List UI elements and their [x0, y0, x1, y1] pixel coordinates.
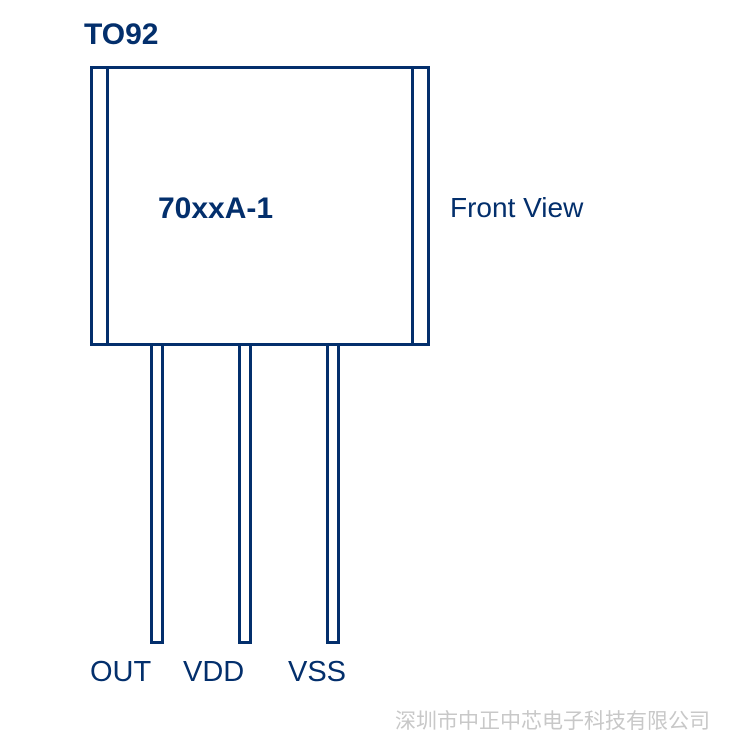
package-title: TO92 [84, 18, 159, 52]
diagram-container: { "colors": { "stroke": "#032f6c", "text… [0, 0, 740, 736]
package-inner-right-line [411, 66, 414, 346]
package-inner-left-line [106, 66, 109, 346]
pin-out [150, 346, 164, 644]
pin-label-vdd: VDD [183, 656, 244, 689]
pin-vdd [238, 346, 252, 644]
watermark-text: 深圳市中正中芯电子科技有限公司 [395, 705, 710, 735]
front-view-label: Front View [450, 192, 583, 224]
pin-vss [326, 346, 340, 644]
pin-label-out: OUT [90, 656, 151, 689]
pin-label-vss: VSS [288, 656, 346, 689]
part-number-label: 70xxA-1 [158, 192, 273, 226]
